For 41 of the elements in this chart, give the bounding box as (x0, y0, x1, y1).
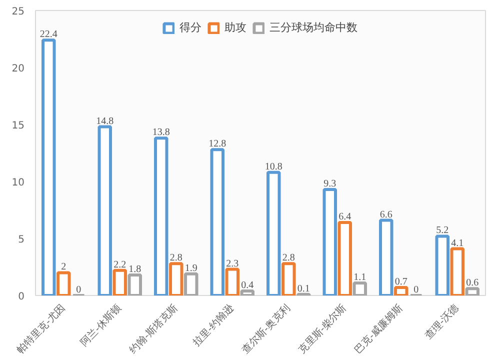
x-tick-label: 查尔斯-奥克利 (240, 302, 293, 356)
data-label: 2 (61, 262, 66, 273)
x-tick-label: 约翰-斯塔克斯 (127, 302, 180, 356)
data-label: 0.1 (297, 283, 310, 294)
data-label: 14.8 (96, 116, 114, 127)
data-label: 12.8 (208, 138, 226, 150)
data-label: 4.1 (451, 238, 464, 249)
data-label: 0.7 (394, 276, 408, 288)
data-label: 0.6 (466, 278, 479, 289)
data-label: 1.8 (128, 264, 142, 275)
data-label: 9.3 (324, 178, 336, 190)
data-label: 22.4 (40, 29, 58, 40)
data-label: 0 (76, 284, 82, 296)
legend-label: 助攻 (224, 20, 246, 35)
y-tick-label: 25 (12, 6, 25, 18)
data-label: 2.2 (114, 259, 126, 270)
x-tick-label: 拉里-约翰逊 (190, 302, 236, 349)
legend-label: 三分球场均命中数 (270, 20, 358, 35)
data-label: 6.4 (338, 212, 352, 223)
y-tick-label: 0 (18, 292, 25, 302)
y-tick-label: 5 (18, 234, 25, 246)
data-label: 2.3 (226, 258, 239, 270)
data-label: 10.8 (264, 161, 282, 172)
y-tick-label: 10 (12, 178, 25, 188)
legend-label: 得分 (180, 20, 202, 35)
y-tick-label: 20 (12, 64, 25, 74)
data-label: 0 (414, 284, 419, 296)
data-label: 1.1 (354, 272, 366, 283)
x-tick-label: 阿兰-休斯顿 (78, 302, 124, 349)
data-label: 13.8 (152, 127, 170, 138)
data-label: 1.9 (184, 262, 198, 274)
x-tick-label: 克里斯-柴尔斯 (296, 302, 349, 356)
data-label: 6.6 (380, 209, 392, 220)
y-tick-label: 15 (12, 120, 25, 132)
data-label: 5.2 (436, 225, 449, 236)
data-label: 0.4 (241, 280, 254, 291)
data-label: 2.8 (170, 252, 182, 264)
x-tick-label: 查理-沃德 (422, 302, 462, 342)
x-tick-label: 巴克-威廉姆斯 (352, 302, 406, 356)
data-label: 2.8 (282, 252, 295, 264)
x-tick-label: 帕特里克-尤因 (14, 302, 68, 356)
